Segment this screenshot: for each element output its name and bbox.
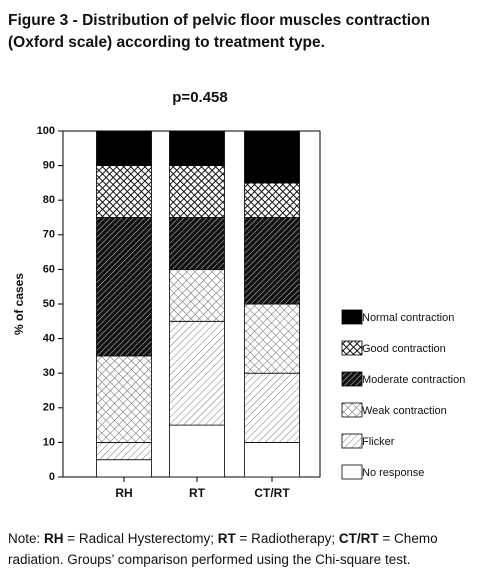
- note-abbr: CT/RT: [338, 531, 379, 546]
- bar-segment: [169, 320, 225, 426]
- bar-segment: [244, 372, 300, 443]
- y-tick-label: 30: [43, 367, 55, 379]
- note-text: = Radical Hysterectomy;: [63, 531, 218, 546]
- bar-segment: [96, 217, 152, 357]
- y-tick-label: 50: [43, 298, 55, 310]
- legend-swatch: [341, 433, 363, 449]
- y-axis-label: % of cases: [12, 273, 26, 335]
- bar-segment: [96, 459, 152, 478]
- subtitle: p=0.458: [172, 89, 227, 106]
- note-abbr: RT: [217, 531, 236, 546]
- bar-segment: [244, 217, 300, 305]
- legend-swatch: [341, 371, 363, 387]
- note-abbr: RH: [44, 531, 64, 546]
- x-tick-label: CT/RT: [254, 486, 290, 500]
- x-tick-label: RT: [189, 486, 206, 500]
- bar-segment: [96, 355, 152, 443]
- x-tick-label: RH: [115, 486, 132, 500]
- legend-swatch: [341, 464, 363, 480]
- bar-segment: [169, 268, 225, 322]
- legend-label: Flicker: [362, 436, 395, 448]
- bar-segment: [96, 441, 152, 461]
- bar-segment: [244, 441, 300, 478]
- y-tick-label: 80: [43, 194, 55, 206]
- y-tick-label: 100: [37, 125, 55, 137]
- bar-segment: [244, 130, 300, 184]
- legend-label: Moderate contraction: [362, 374, 465, 386]
- y-tick-label: 10: [43, 436, 55, 448]
- note-text: = Chemo radiation. Groups’ comparison pe…: [8, 531, 438, 567]
- bar-segment: [96, 165, 152, 218]
- legend-swatch: [341, 340, 363, 356]
- chart-title: Figure 3 - Distribution of pelvic floor …: [8, 12, 430, 51]
- bar-segment: [244, 182, 300, 218]
- legend-swatch: [341, 402, 363, 418]
- bar-segment: [244, 303, 300, 374]
- y-tick-label: 90: [43, 160, 55, 172]
- note: Note: RH = Radical Hysterectomy; RT = Ra…: [8, 528, 474, 570]
- note-text: Note:: [8, 531, 45, 546]
- legend-label: Weak contraction: [362, 405, 447, 417]
- y-tick-label: 70: [43, 229, 55, 241]
- bar-segment: [96, 130, 152, 166]
- y-tick-label: 0: [49, 471, 55, 483]
- note-text: = Radiotherapy;: [235, 531, 339, 546]
- bar-segment: [169, 130, 225, 166]
- legend-swatch: [341, 309, 363, 325]
- legend-label: Normal contraction: [362, 312, 454, 324]
- bar-segment: [169, 165, 225, 218]
- y-tick-label: 60: [43, 263, 55, 275]
- legend-label: No response: [362, 467, 424, 479]
- legend-label: Good contraction: [362, 343, 446, 355]
- bar-segment: [169, 424, 225, 478]
- bar-segment: [169, 217, 225, 270]
- y-tick-label: 20: [43, 402, 55, 414]
- y-tick-label: 40: [43, 333, 55, 345]
